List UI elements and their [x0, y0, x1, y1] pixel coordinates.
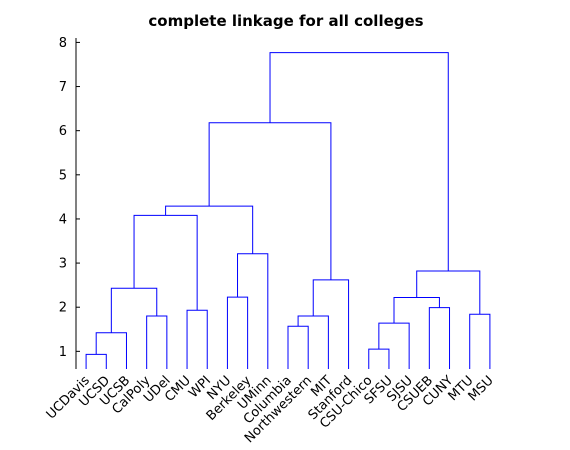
leaf-labels: UCDavisUCSDUCSBCalPolyUDelCMUWPINYUBerke…	[44, 373, 497, 446]
dendrogram-link-c5	[186, 309, 208, 369]
dendrogram-link-c3	[146, 315, 168, 369]
dendrogram-link-c8	[237, 253, 269, 369]
dendrogram-link-c6	[133, 214, 198, 311]
y-tick-label: 8	[59, 36, 67, 51]
y-axis: 1 2 3 4 5 6 7 8	[59, 36, 80, 369]
dendrogram-link-c14	[368, 348, 390, 369]
dendrogram-link-c18	[469, 313, 491, 369]
dendrogram-link-c12	[312, 279, 350, 369]
y-tick-label: 4	[59, 212, 67, 227]
dendrogram-link-c1	[85, 353, 107, 369]
dendrogram-link-c16	[428, 307, 451, 369]
y-tick-label: 1	[59, 345, 67, 360]
dendrogram-link-c4	[110, 287, 158, 333]
dendrogram-link-c2	[95, 332, 127, 369]
dendrogram-link-c11	[297, 315, 329, 369]
y-tick-label: 2	[59, 301, 67, 316]
y-tick-label: 3	[59, 257, 67, 272]
dendrogram-link-c10	[287, 325, 309, 369]
chart-title: complete linkage for all colleges	[148, 12, 423, 30]
dendrogram-link-c9	[165, 205, 254, 254]
dendrogram-link-c13	[208, 122, 332, 280]
dendrogram-link-c17	[393, 297, 440, 324]
dendrogram-link-c20	[269, 52, 449, 272]
dendrogram-link-c15	[378, 322, 410, 369]
y-tick-label: 6	[59, 124, 67, 139]
dendrogram-link-c7	[226, 296, 249, 369]
y-tick-label: 7	[59, 80, 67, 95]
y-tick-label: 5	[59, 168, 67, 183]
dendrogram-links	[85, 52, 491, 369]
